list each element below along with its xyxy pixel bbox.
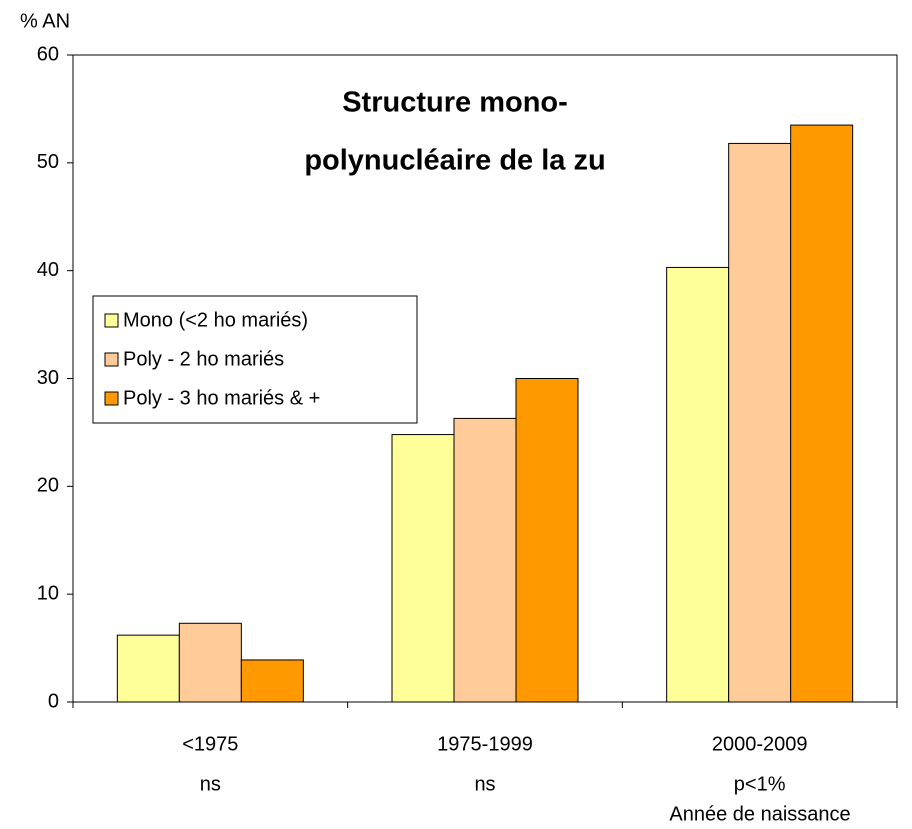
bar [391,434,455,703]
y-tick-label: 20 [37,475,59,497]
bar [453,417,517,703]
legend-swatch [104,391,119,406]
legend-label: Poly - 2 ho mariés [123,348,284,370]
bar [728,142,792,703]
x-tick-label: <1975 [182,733,238,755]
y-tick-label: 30 [37,367,59,389]
category-note: p<1% [734,773,786,795]
legend-label: Mono (<2 ho mariés) [123,309,308,331]
bar [515,378,579,703]
category-note: ns [200,773,221,795]
chart-title: polynucléaire de la zu [304,145,605,177]
chart-title: Structure mono- [342,87,568,119]
x-tick-label: 2000-2009 [712,733,808,755]
bar [178,622,242,703]
bar [790,124,854,703]
y-tick-label: 10 [37,582,59,604]
bar [666,266,730,703]
legend-label: Poly - 3 ho mariés & + [123,387,320,409]
x-axis-label: Année de naissance [669,803,850,825]
bar [240,659,304,703]
category-note: ns [474,773,495,795]
legend-swatch [104,352,119,367]
legend-swatch [104,313,119,328]
bar [116,634,180,703]
y-tick-label: 60 [37,43,59,65]
y-axis-label: % AN [20,10,70,32]
y-tick-label: 40 [37,259,59,281]
y-tick-label: 0 [48,690,59,712]
legend-box [92,295,418,424]
y-tick-label: 50 [37,151,59,173]
x-tick-label: 1975-1999 [437,733,533,755]
